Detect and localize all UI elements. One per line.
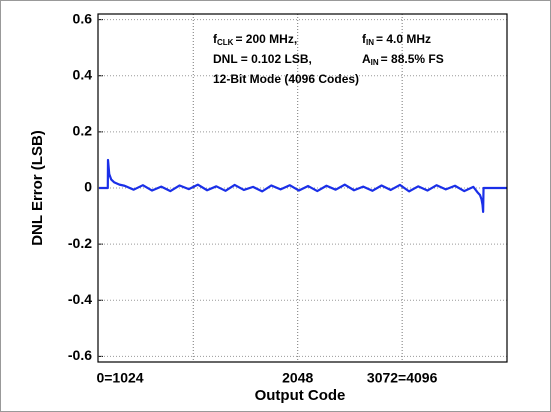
annotation-part: 12-Bit Mode (4096 Codes)	[213, 72, 359, 86]
annotation: DNL = 0.102 LSB,	[213, 52, 312, 66]
annotation-subscript: CLK	[217, 38, 234, 47]
y-tick-label: -0.4	[68, 291, 92, 307]
x-tick-label: 0=1024	[96, 370, 143, 386]
annotation-part: = 200 MHz,	[235, 32, 297, 46]
x-tick-label: 2048	[282, 370, 313, 386]
y-tick-label: 0.6	[73, 10, 93, 26]
annotation-part: f	[362, 32, 367, 46]
data-line	[99, 158, 507, 213]
annotation-subscript: IN	[371, 58, 379, 67]
annotation: 12-Bit Mode (4096 Codes)	[213, 72, 359, 86]
y-tick-label: 0.2	[73, 123, 93, 139]
y-axis-label: DNL Error (LSB)	[29, 130, 46, 246]
annotation: AIN = 88.5% FS	[362, 52, 444, 67]
x-tick-label: 3072=4096	[367, 370, 438, 386]
annotation-subscript: IN	[366, 38, 374, 47]
plot-frame	[97, 13, 508, 363]
annotation-part: = 88.5% FS	[381, 52, 444, 66]
y-tick-label: 0.4	[73, 66, 93, 82]
annotation: fIN = 4.0 MHz	[362, 32, 431, 47]
y-tick-label: -0.2	[68, 235, 92, 251]
y-tick-label: -0.6	[68, 347, 92, 363]
x-axis-label: Output Code	[255, 387, 346, 404]
annotation-part: = 4.0 MHz	[376, 32, 431, 46]
annotation-part: A	[362, 52, 371, 66]
annotation-part: f	[213, 32, 218, 46]
annotation-part: DNL = 0.102 LSB,	[213, 52, 312, 66]
annotation: fCLK = 200 MHz,	[213, 32, 297, 47]
y-tick-label: 0	[84, 179, 92, 195]
